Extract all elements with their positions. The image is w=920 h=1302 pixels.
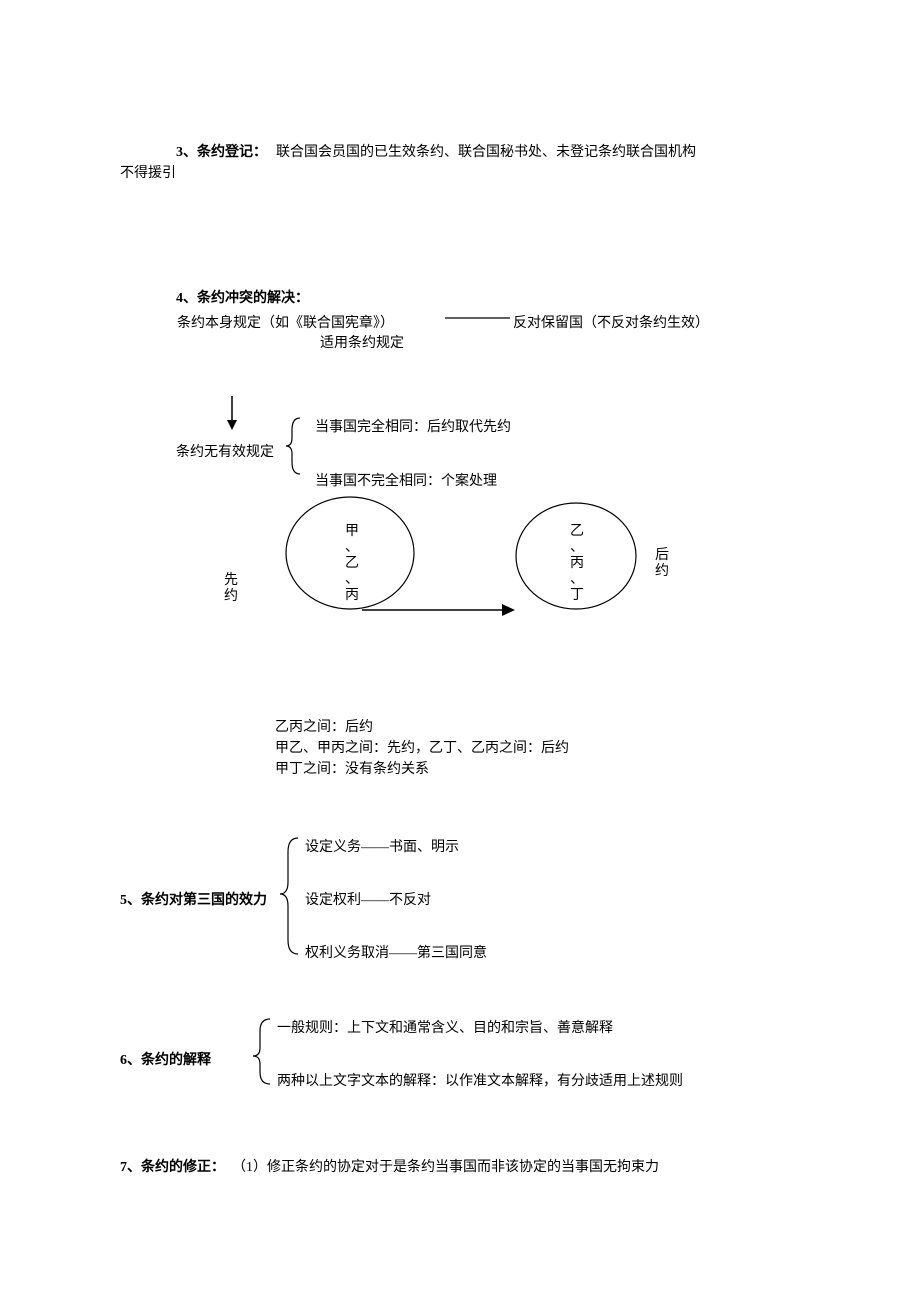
- prior-2: 约: [224, 585, 238, 605]
- s6-heading: 6、条约的解释: [120, 1049, 211, 1069]
- s4-apply: 适用条约规定: [320, 332, 404, 352]
- s6-b2: 两种以上文字文本的解释：以作准文本解释，有分歧适用上述规则: [277, 1070, 683, 1090]
- later-2: 约: [655, 560, 669, 580]
- diagram-overlay: [0, 0, 920, 1302]
- s5-heading: 5、条约对第三国的效力: [120, 889, 267, 909]
- s7-tail: （1）修正条约的协定对于是条约当事国而非该协定的当事国无拘束力: [232, 1156, 659, 1176]
- s4-opposing: 反对保留国（不反对条约生效）: [513, 312, 709, 332]
- document-page: 3、条约登记： 联合国会员国的已生效条约、联合国秘书处、未登记条约联合国机构 不…: [0, 0, 920, 1302]
- s5-b3: 权利义务取消——第三国同意: [305, 942, 487, 962]
- s3-line1-tail: 联合国会员国的已生效条约、联合国秘书处、未登记条约联合国机构: [276, 141, 696, 161]
- s4-result2: 甲乙、甲丙之间：先约，乙丁、乙丙之间：后约: [275, 737, 569, 757]
- circle-l-5: 丙: [345, 584, 359, 604]
- circle-r-5: 丁: [570, 584, 584, 604]
- s3-heading: 3、条约登记：: [176, 141, 267, 161]
- s4-result1: 乙丙之间：后约: [275, 716, 373, 736]
- s3-line2: 不得援引: [120, 162, 176, 182]
- s4-no-valid: 条约无有效规定: [176, 441, 274, 461]
- s5-b1: 设定义务——书面、明示: [305, 836, 459, 856]
- s4-result3: 甲丁之间：没有条约关系: [275, 758, 429, 778]
- s5-b2: 设定权利——不反对: [305, 889, 431, 909]
- s4-same: 当事国完全相同：后约取代先约: [315, 416, 511, 436]
- s4-diff: 当事国不完全相同：个案处理: [315, 470, 497, 490]
- s4-provision-self: 条约本身规定（如《联合国宪章》）: [177, 312, 394, 332]
- s6-b1: 一般规则：上下文和通常含义、目的和宗旨、善意解释: [277, 1017, 613, 1037]
- s7-heading: 7、条约的修正：: [120, 1156, 225, 1176]
- s4-heading: 4、条约冲突的解决：: [176, 287, 309, 307]
